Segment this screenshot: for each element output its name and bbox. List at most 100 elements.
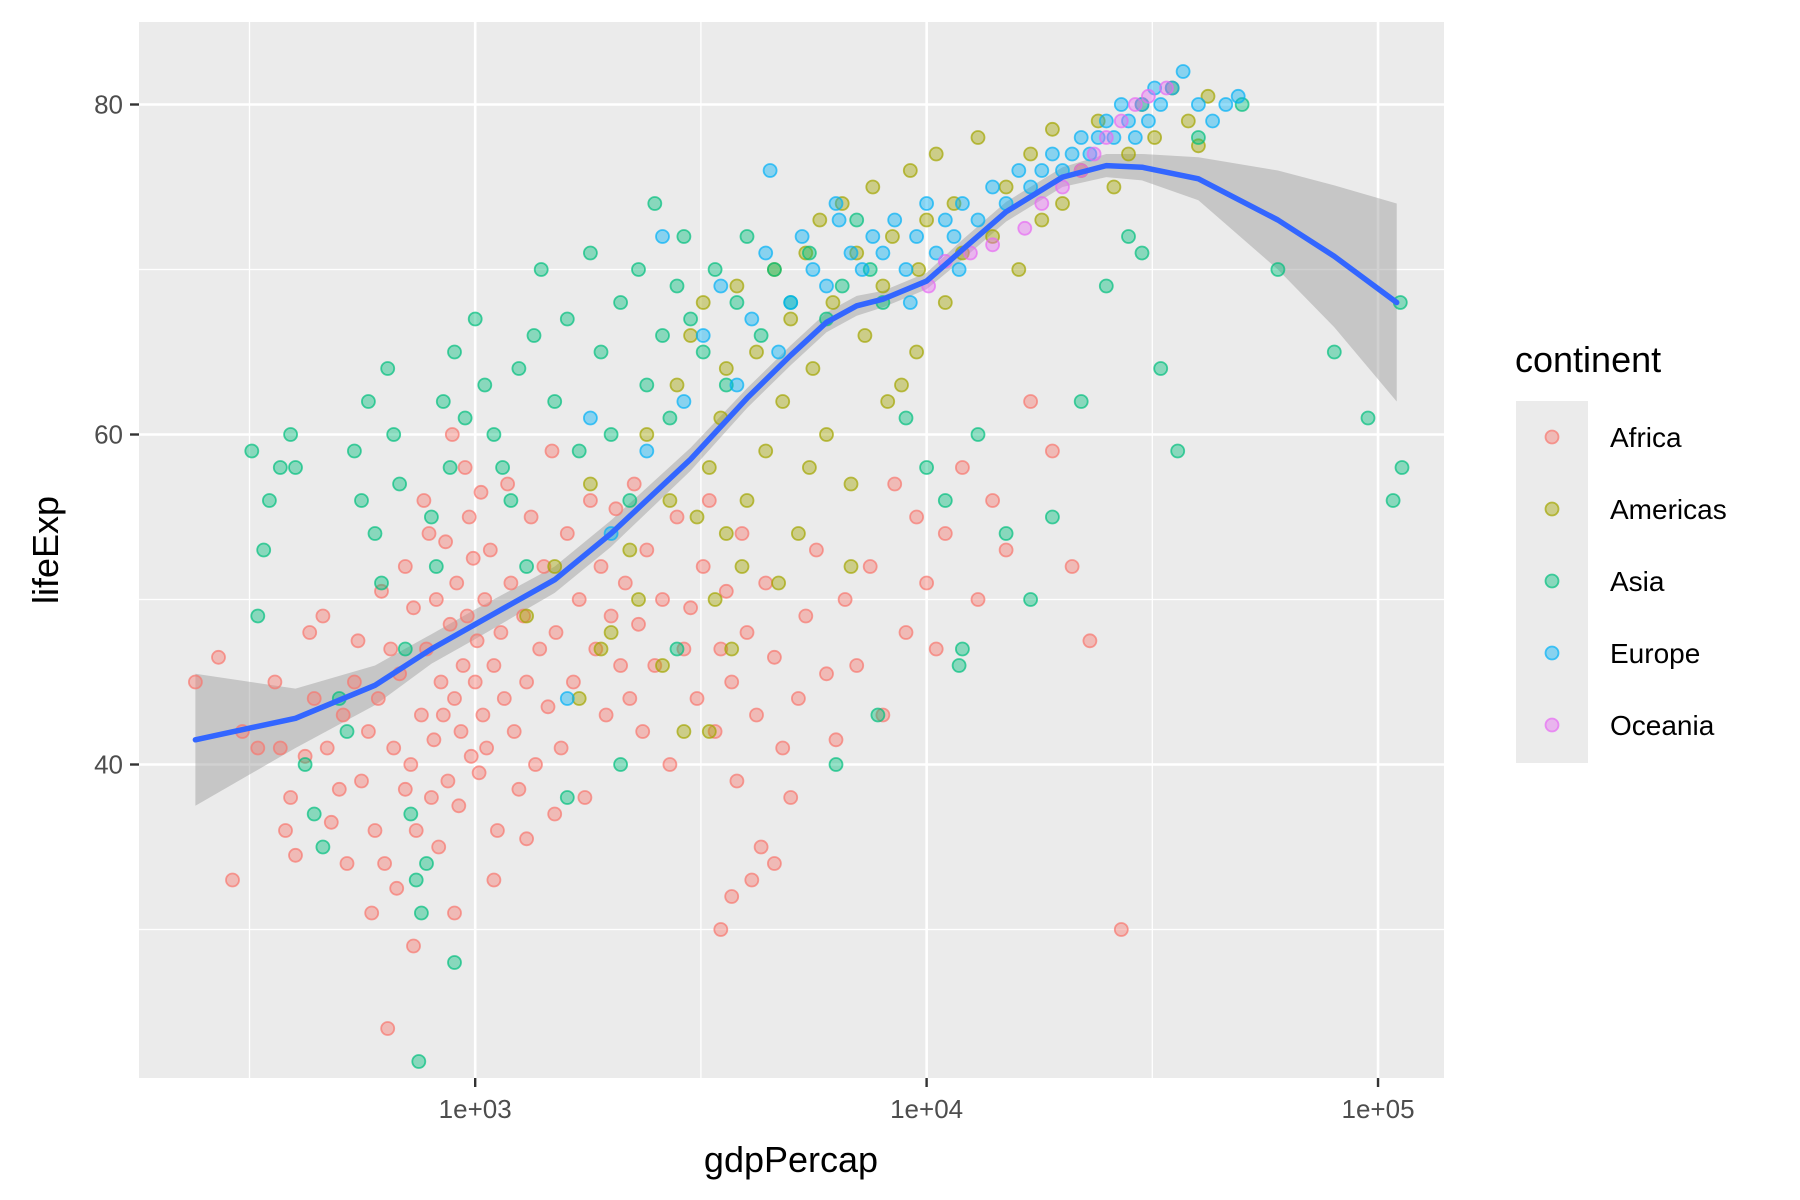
point-americas	[909, 344, 924, 360]
point-africa	[1045, 443, 1060, 459]
point-americas	[1011, 262, 1027, 277]
point-asia	[442, 460, 458, 475]
point-americas	[603, 625, 619, 640]
point-africa	[701, 493, 717, 508]
point-oceania	[985, 237, 1000, 253]
point-asia	[669, 641, 685, 657]
point-africa	[386, 740, 402, 756]
point-africa	[451, 798, 467, 814]
point-asia	[403, 806, 419, 822]
point-europe	[843, 245, 859, 261]
point-africa	[998, 542, 1014, 558]
point-asia	[419, 856, 434, 871]
point-europe	[1034, 163, 1050, 178]
point-africa	[250, 740, 266, 756]
point-oceania	[1086, 146, 1102, 162]
point-africa	[588, 641, 604, 657]
point-africa	[339, 856, 355, 871]
point-americas	[928, 146, 944, 162]
point-africa	[323, 814, 339, 830]
point-africa	[486, 658, 502, 673]
point-asia	[1073, 394, 1089, 409]
point-europe	[1045, 146, 1060, 162]
point-oceania	[1113, 113, 1129, 129]
point-americas	[970, 130, 986, 145]
point-africa	[272, 740, 288, 756]
legend-label-africa: Africa	[1610, 422, 1682, 453]
point-asia	[250, 608, 266, 624]
point-europe	[771, 344, 786, 360]
point-europe	[898, 262, 914, 277]
point-americas	[734, 559, 750, 574]
point-africa	[540, 699, 556, 715]
point-americas	[718, 361, 734, 376]
point-asia	[753, 328, 769, 343]
point-africa	[683, 600, 698, 616]
point-africa	[985, 493, 1000, 508]
point-asia	[1326, 344, 1342, 360]
point-americas	[875, 278, 891, 294]
point-asia	[495, 460, 511, 475]
point-africa	[453, 724, 469, 739]
point-africa	[493, 625, 509, 640]
point-africa	[767, 649, 782, 665]
point-africa	[1082, 633, 1098, 649]
y-axis: 40 60 80	[94, 90, 139, 780]
point-asia	[447, 955, 462, 970]
point-africa	[403, 757, 419, 772]
x-tick-label: 1e+05	[1342, 1094, 1415, 1124]
point-americas	[724, 641, 740, 657]
major-gridlines	[139, 22, 1444, 1078]
point-americas	[791, 526, 806, 541]
point-africa	[463, 748, 479, 764]
point-americas	[857, 328, 873, 343]
point-africa	[909, 509, 924, 525]
point-europe	[713, 278, 729, 294]
point-africa	[447, 905, 462, 921]
point-asia	[662, 410, 678, 426]
point-africa	[346, 674, 362, 690]
point-europe	[1191, 97, 1206, 112]
point-africa	[970, 592, 986, 607]
point-africa	[187, 674, 203, 690]
point-europe	[831, 212, 847, 228]
legend-key-oceania	[1544, 717, 1560, 733]
point-africa	[426, 732, 442, 748]
point-africa	[647, 658, 663, 673]
point-asia	[411, 1054, 427, 1069]
point-africa	[360, 724, 376, 739]
point-europe	[985, 179, 1000, 195]
point-africa	[791, 691, 806, 706]
point-africa	[744, 872, 760, 888]
point-africa	[406, 938, 421, 954]
point-asia	[707, 262, 723, 277]
point-asia	[339, 724, 355, 739]
point-africa	[608, 501, 624, 517]
point-asia	[283, 427, 299, 442]
point-asia	[603, 427, 619, 442]
point-africa	[278, 823, 293, 838]
point-asia	[354, 493, 369, 508]
point-africa	[511, 781, 527, 797]
point-africa	[225, 872, 240, 888]
point-asia	[559, 790, 575, 805]
point-africa	[496, 691, 512, 706]
point-americas	[1106, 179, 1122, 195]
point-europe	[729, 377, 745, 393]
point-europe	[955, 196, 970, 211]
point-asia	[951, 658, 967, 673]
point-asia	[613, 295, 628, 310]
point-africa	[306, 691, 322, 706]
point-africa	[413, 707, 429, 723]
point-americas	[802, 460, 817, 475]
point-americas	[1034, 212, 1050, 228]
point-europe	[946, 229, 962, 244]
point-americas	[622, 542, 638, 558]
point-africa	[819, 666, 834, 682]
point-americas	[919, 212, 934, 228]
point-americas	[843, 476, 859, 492]
point-africa	[639, 542, 655, 558]
point-africa	[288, 847, 303, 863]
point-asia	[380, 361, 396, 376]
x-tick-label: 1e+04	[890, 1094, 963, 1124]
